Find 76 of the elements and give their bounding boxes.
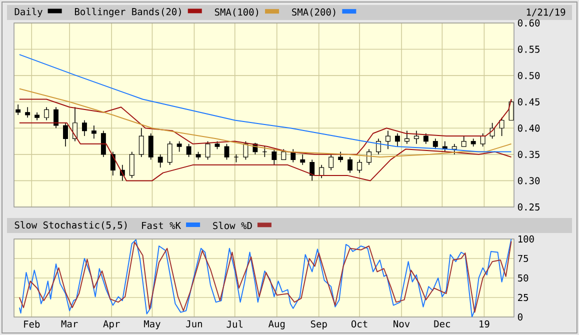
candlestick bbox=[63, 122, 68, 147]
y-tick-label: 0.55 bbox=[518, 46, 540, 53]
x-tick-label: Jul bbox=[226, 320, 243, 328]
candlestick bbox=[138, 128, 144, 158]
candlestick bbox=[148, 132, 154, 160]
candlestick bbox=[366, 148, 372, 166]
x-tick-label: Oct bbox=[351, 320, 368, 328]
candlestick bbox=[129, 151, 134, 178]
x-tick-label: 19 bbox=[480, 320, 490, 328]
candlestick bbox=[186, 144, 192, 158]
y-tick-label: 75 bbox=[518, 254, 528, 262]
y-tick-label: 0.35 bbox=[518, 150, 540, 158]
candlestick bbox=[452, 144, 457, 155]
candlestick bbox=[281, 148, 286, 160]
candlestick bbox=[376, 138, 381, 155]
line-series bbox=[18, 122, 512, 182]
candlestick bbox=[243, 140, 248, 160]
candlestick bbox=[499, 117, 504, 136]
candlestick bbox=[25, 106, 30, 118]
candlestick bbox=[310, 159, 315, 182]
legend-label: Fast %K bbox=[142, 222, 181, 230]
candlestick bbox=[82, 120, 87, 136]
candlestick bbox=[72, 106, 78, 142]
candlestick bbox=[404, 130, 410, 144]
line-series bbox=[18, 88, 512, 158]
y-tick-label: 0.40 bbox=[518, 124, 540, 132]
candlestick bbox=[205, 140, 210, 160]
x-tick-label: Feb bbox=[24, 320, 40, 328]
text: 1/21/19 bbox=[526, 8, 566, 16]
candlestick bbox=[338, 151, 344, 163]
legend-label: SMA(100) bbox=[214, 8, 258, 17]
y-tick-label: 0.50 bbox=[518, 72, 540, 80]
candlestick bbox=[100, 130, 106, 158]
x-tick-label: Apr bbox=[103, 320, 120, 330]
x-tick-label: Aug bbox=[268, 320, 285, 330]
candlestick bbox=[357, 159, 362, 174]
candlestick bbox=[272, 148, 277, 166]
candlestick bbox=[348, 156, 353, 174]
y-tick-label: 25 bbox=[518, 294, 528, 302]
candlestick bbox=[167, 140, 172, 166]
candlestick bbox=[91, 125, 96, 140]
y-tick-label: 0.45 bbox=[518, 98, 540, 106]
candlestick bbox=[16, 104, 21, 116]
chart-title: Slow Stochastic(5,5) bbox=[14, 221, 127, 230]
y-tick-label: 0.60 bbox=[518, 19, 540, 27]
candlestick bbox=[480, 132, 486, 147]
x-tick-label: Dec bbox=[434, 320, 450, 328]
candlestick bbox=[224, 144, 230, 160]
x-tick-label: Nov bbox=[394, 320, 410, 328]
legend-label: SMA(200) bbox=[292, 8, 336, 17]
candlestick bbox=[414, 130, 419, 144]
candlestick bbox=[110, 151, 116, 176]
x-tick-label: May bbox=[144, 320, 160, 330]
x-tick-label: Jun bbox=[186, 320, 202, 328]
candlestick bbox=[395, 132, 400, 147]
line-series bbox=[18, 54, 512, 152]
legend-label: Bollinger Bands(20) bbox=[74, 8, 181, 18]
legend-label: Daily bbox=[14, 8, 42, 18]
y-tick-label: 50 bbox=[518, 274, 528, 282]
candlestick bbox=[158, 154, 163, 168]
y-tick-label: 0 bbox=[518, 313, 522, 321]
candlestick bbox=[44, 106, 49, 121]
candlestick bbox=[319, 164, 324, 178]
candlestick bbox=[461, 136, 466, 147]
x-tick-label: Sep bbox=[310, 320, 327, 330]
candlestick bbox=[328, 154, 334, 171]
candlestick bbox=[423, 132, 428, 144]
y-tick-label: 100 bbox=[518, 235, 534, 243]
y-tick-label: 0.30 bbox=[518, 177, 540, 184]
legend-label: Slow %D bbox=[213, 222, 252, 230]
candlestick bbox=[54, 106, 58, 129]
candlestick bbox=[300, 154, 306, 166]
candlestick bbox=[176, 140, 182, 152]
y-tick-label: 0.25 bbox=[518, 203, 540, 211]
x-tick-label: Mar bbox=[61, 320, 78, 328]
candlestick bbox=[386, 130, 390, 150]
